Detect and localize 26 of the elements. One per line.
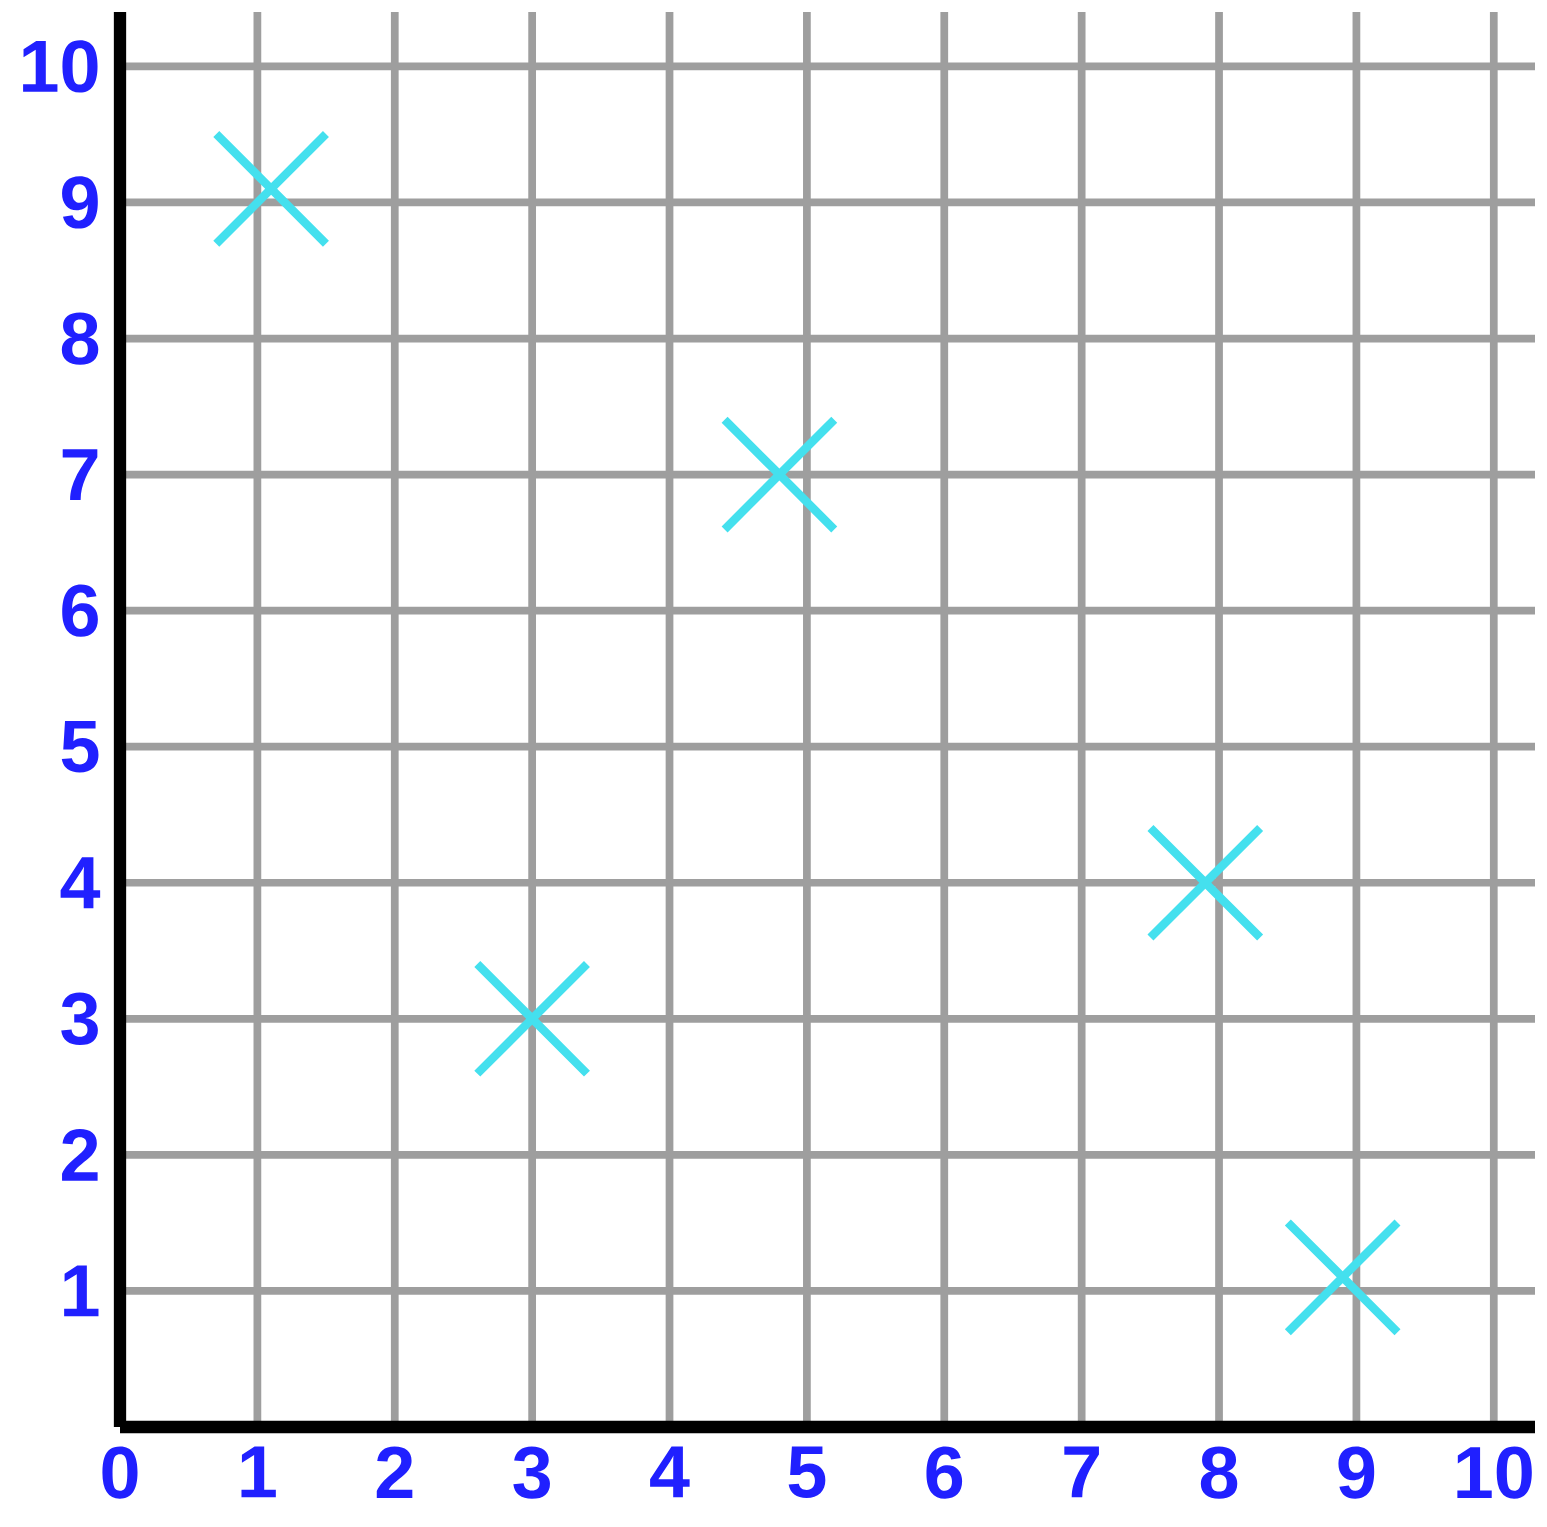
- point: [213, 131, 329, 247]
- y-tick-label: 2: [62, 1129, 98, 1181]
- x-tick-label: 2: [376, 1446, 413, 1498]
- x-tick-label: 1: [241, 1446, 276, 1498]
- x-tick-label: 7: [1064, 1446, 1099, 1498]
- y-tick-label: 1: [64, 1265, 99, 1317]
- point: [474, 960, 590, 1077]
- y-tick-label: 8: [61, 312, 99, 365]
- y-tick-label: 7: [62, 449, 98, 500]
- x-tick-label: 9: [1338, 1446, 1375, 1499]
- x-tick-label: 4: [650, 1446, 690, 1498]
- y-tick-label: 10: [23, 40, 98, 93]
- y-tick-label: 6: [62, 584, 98, 637]
- x-tick-label: 0: [102, 1446, 138, 1499]
- x-tick-label: 3: [513, 1446, 550, 1499]
- x-tick-label: 5: [788, 1446, 826, 1498]
- point: [721, 416, 838, 533]
- x-tick-label: 8: [1200, 1446, 1238, 1499]
- x-tick-label: 10: [1457, 1446, 1532, 1499]
- x-tick-label: 6: [926, 1446, 963, 1499]
- y-tick-label: 4: [60, 857, 101, 909]
- point: [1147, 824, 1264, 941]
- y-tick-label: 3: [61, 992, 98, 1045]
- y-tick-label: 9: [62, 176, 98, 229]
- point: [1284, 1219, 1401, 1336]
- y-tick-label: 5: [61, 720, 99, 773]
